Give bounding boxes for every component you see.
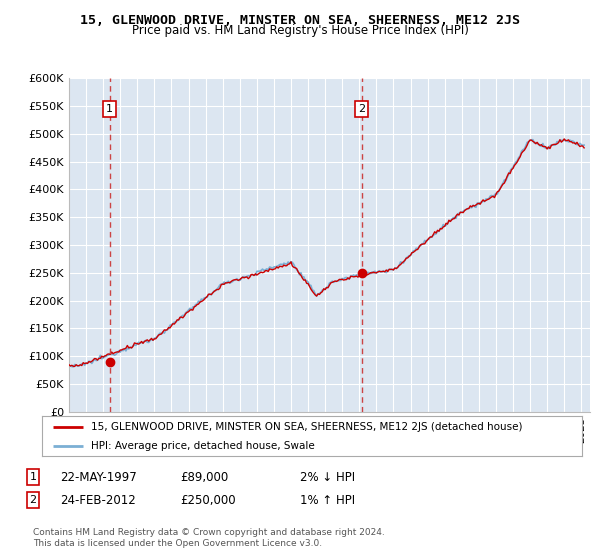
Text: 15, GLENWOOD DRIVE, MINSTER ON SEA, SHEERNESS, ME12 2JS: 15, GLENWOOD DRIVE, MINSTER ON SEA, SHEE… <box>80 14 520 27</box>
Text: 2% ↓ HPI: 2% ↓ HPI <box>300 470 355 484</box>
Text: £89,000: £89,000 <box>180 470 228 484</box>
Text: Price paid vs. HM Land Registry's House Price Index (HPI): Price paid vs. HM Land Registry's House … <box>131 24 469 37</box>
Text: 24-FEB-2012: 24-FEB-2012 <box>60 493 136 507</box>
Text: 1: 1 <box>106 104 113 114</box>
Text: 2: 2 <box>29 495 37 505</box>
Text: £250,000: £250,000 <box>180 493 236 507</box>
Text: 1: 1 <box>29 472 37 482</box>
Text: 2: 2 <box>358 104 365 114</box>
Text: 1% ↑ HPI: 1% ↑ HPI <box>300 493 355 507</box>
Text: 22-MAY-1997: 22-MAY-1997 <box>60 470 137 484</box>
Text: 15, GLENWOOD DRIVE, MINSTER ON SEA, SHEERNESS, ME12 2JS (detached house): 15, GLENWOOD DRIVE, MINSTER ON SEA, SHEE… <box>91 422 522 432</box>
Text: HPI: Average price, detached house, Swale: HPI: Average price, detached house, Swal… <box>91 441 314 450</box>
Text: Contains HM Land Registry data © Crown copyright and database right 2024.
This d: Contains HM Land Registry data © Crown c… <box>33 528 385 548</box>
